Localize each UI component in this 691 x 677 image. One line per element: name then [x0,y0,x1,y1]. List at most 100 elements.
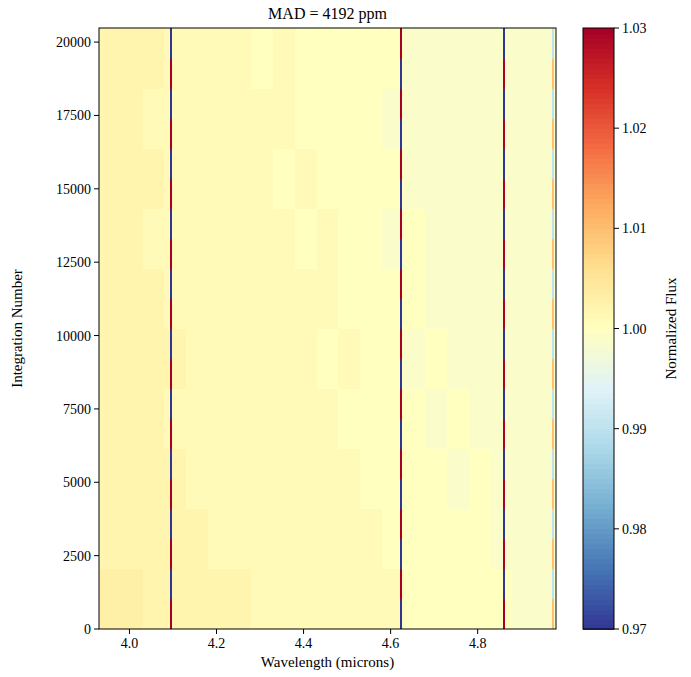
heatmap-cell [404,88,426,149]
heatmap-cell [512,88,534,149]
heatmap-cell [338,449,360,510]
bad-column-segment [170,58,172,89]
heatmap-cell [382,268,404,329]
heatmap-cell [469,268,491,329]
heatmap-cell [143,389,165,450]
bad-column-segment [503,178,505,209]
heatmap-cell [512,329,534,390]
heatmap-cell [534,88,556,149]
colorbar-step [583,569,614,575]
heatmap-cell [469,28,491,89]
heatmap-cell [317,389,339,450]
heatmap-cell [382,28,404,89]
heatmap-cell [534,329,556,390]
heatmap-cell [251,509,273,570]
heatmap-cell [317,509,339,570]
heatmap-cell [186,329,208,390]
bad-column-segment [400,539,402,570]
colorbar-step [583,93,614,99]
heatmap-cell [317,148,339,209]
colorbar-step [583,334,614,340]
colorbar-step [583,53,614,59]
heatmap-cell [382,449,404,510]
colorbar-step [583,128,614,134]
colorbar-step [583,379,614,385]
heatmap-cell [273,268,295,329]
heatmap-cell [512,28,534,89]
colorbar-step [583,118,614,124]
heatmap-cell [295,449,317,510]
colorbar-tick [614,629,619,630]
heatmap-cell [469,148,491,209]
heatmap-cell [382,208,404,269]
bad-column-segment [400,118,402,149]
heatmap-cell [360,88,382,149]
heatmap-cell [491,88,513,149]
heatmap-cell [186,28,208,89]
colorbar-step [583,43,614,49]
bad-column-segment [400,148,402,179]
heatmap-cell [208,28,230,89]
colorbar-step [583,344,614,350]
colorbar-step [583,419,614,425]
bad-column-segment [170,118,172,149]
heatmap-cell [425,208,447,269]
heatmap-cell [469,329,491,390]
colorbar-step [583,529,614,535]
heatmap-cell [404,509,426,570]
heatmap-cell [338,569,360,629]
colorbar [583,28,614,630]
y-tick [94,42,99,43]
bad-column-segment [400,569,402,600]
bad-column-segment [400,389,402,420]
bad-column-segment [503,509,505,540]
heatmap-cell [164,88,186,149]
colorbar-step [583,474,614,480]
colorbar-step [583,108,614,114]
heatmap-cell [295,509,317,570]
colorbar-step [583,323,614,329]
heatmap-cell [99,148,121,209]
heatmap-cell [447,148,469,209]
heatmap-cell [230,148,252,209]
heatmap-cell [208,329,230,390]
heatmap-cell [164,148,186,209]
colorbar-step [583,28,614,34]
colorbar-tick [614,328,619,329]
colorbar-step [583,263,614,269]
heatmap-cell [447,569,469,629]
heatmap-cell [251,208,273,269]
bad-column-segment [170,148,172,179]
heatmap-cell [273,88,295,149]
heatmap-cell [164,268,186,329]
heatmap-cell [164,329,186,390]
bad-column-segment [400,599,402,629]
plot-frame [99,28,556,629]
heatmap-cell [512,509,534,570]
y-tick-label: 7500 [63,402,91,417]
colorbar-step [583,414,614,420]
colorbar-step [583,484,614,490]
bad-column-segment [503,389,505,420]
x-tick [129,629,130,634]
colorbar-tick [614,28,619,29]
bad-column-segment [400,329,402,360]
heatmap-cell [186,208,208,269]
colorbar-step [583,439,614,445]
colorbar-step [583,38,614,44]
bad-column-segment [170,389,172,420]
heatmap-cell [186,88,208,149]
heatmap-cell [338,329,360,390]
heatmap-cell [164,449,186,510]
y-tick [94,262,99,263]
heatmap-cell [273,208,295,269]
bad-column-segment [503,599,505,629]
colorbar-step [583,544,614,550]
heatmap-cell [230,268,252,329]
heatmap-cell [230,509,252,570]
heatmap-cell [382,88,404,149]
heatmap-cell [273,148,295,209]
heatmap-cell [121,88,143,149]
heatmap-cell [425,268,447,329]
bad-column-segment [552,148,554,179]
